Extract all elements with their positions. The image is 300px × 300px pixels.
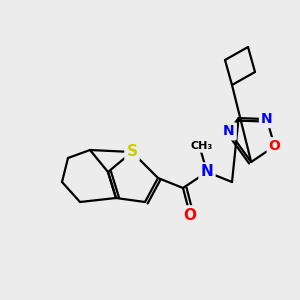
Text: CH₃: CH₃ (191, 141, 213, 151)
Text: N: N (223, 124, 235, 138)
Text: N: N (261, 112, 273, 126)
Text: S: S (127, 145, 137, 160)
Text: N: N (201, 164, 213, 179)
Text: O: O (268, 139, 280, 153)
Text: O: O (184, 208, 196, 223)
